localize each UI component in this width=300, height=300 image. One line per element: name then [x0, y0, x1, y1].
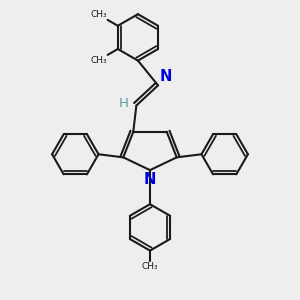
Text: H: H: [119, 97, 129, 110]
Text: N: N: [160, 69, 172, 84]
Text: CH₃: CH₃: [142, 262, 158, 271]
Text: CH₃: CH₃: [90, 10, 107, 19]
Text: CH₃: CH₃: [90, 56, 107, 65]
Text: N: N: [144, 172, 156, 187]
